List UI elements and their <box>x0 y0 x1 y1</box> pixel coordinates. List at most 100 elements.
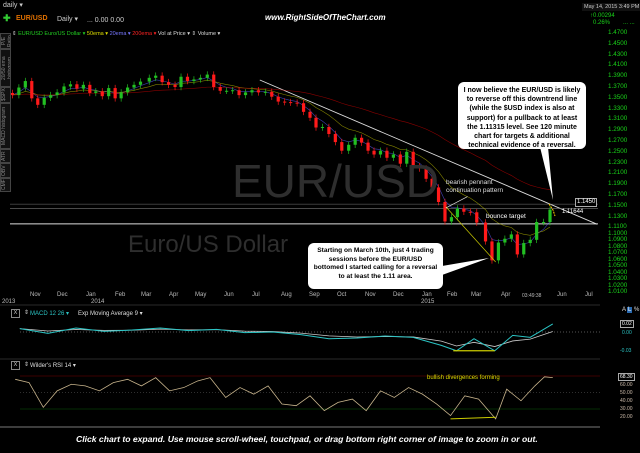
macd-overlay-title[interactable]: Exp Moving Average 9 ▾ <box>78 311 143 317</box>
rsi-axis-label: 20.00 <box>620 414 633 420</box>
rsi-line <box>15 376 553 420</box>
timeframe-dropdown[interactable]: daily ▾ <box>3 2 23 9</box>
side-tab-obv[interactable]: OBV <box>0 163 11 178</box>
level-tag: 1.11644 <box>562 209 584 215</box>
price-axis-label: 1.3900 <box>608 72 628 80</box>
price-axis-label: 1.3300 <box>608 104 628 112</box>
candle-body <box>327 126 331 134</box>
drag-handle-icon[interactable]: ⇕ <box>24 310 30 316</box>
month-label: Dec <box>393 292 404 298</box>
candle-body <box>231 90 235 92</box>
legend-ema20[interactable]: 20ema ▾ <box>109 31 131 37</box>
change-value: ↑0.00294 <box>590 13 615 19</box>
price-axis-label: 1.1300 <box>608 212 628 220</box>
candle-body <box>443 202 447 222</box>
candle-body <box>424 168 428 179</box>
scale-percent-button[interactable]: % <box>634 307 640 313</box>
price-axis-label: 1.1000 <box>608 229 628 237</box>
rsi-axis-label: 30.00 <box>620 406 633 412</box>
candle-body <box>308 111 312 118</box>
price-axis-label: 1.2700 <box>608 136 628 144</box>
legend-vol-at-price[interactable]: Vol at Price ▾ <box>157 31 191 37</box>
price-axis-label: 1.1500 <box>608 201 628 209</box>
candle-body <box>449 217 454 222</box>
candle-body <box>81 84 85 89</box>
candle-body <box>436 187 441 203</box>
side-tab-spx[interactable]: $SPX <box>0 87 11 103</box>
rsi-title[interactable]: Wilder's RSI 14 ▾ <box>30 363 76 369</box>
month-label: May <box>195 292 207 298</box>
price-axis-label: 1.0500 <box>608 262 628 270</box>
candle-body <box>154 75 158 78</box>
candle-body <box>94 91 98 93</box>
ohlc-values: ... 0.00 0.00 <box>87 17 124 24</box>
side-tab-macd-histogram[interactable]: MACD histogram <box>0 103 11 149</box>
side-tab-pe-ratio[interactable]: P/E Ratio <box>0 33 11 49</box>
month-label: Jun <box>224 292 234 298</box>
side-tab-atr[interactable]: ATR <box>0 149 11 163</box>
legend-ema50[interactable]: 50ema ▾ <box>86 31 109 37</box>
price-axis-label: 1.1700 <box>608 190 628 198</box>
candle-body <box>270 91 274 97</box>
side-tab-cmf[interactable]: CMF <box>0 178 11 192</box>
month-label: Apr <box>501 292 511 298</box>
period-dropdown[interactable]: Daily ▾ <box>57 16 79 23</box>
add-icon[interactable]: ✚ <box>3 13 11 23</box>
drag-handle-icon[interactable]: ⇕ <box>12 31 17 37</box>
month-label: Dec <box>57 292 68 298</box>
macd-value-tag: 0.02 <box>620 320 634 328</box>
legend-volume[interactable]: Volume ▾ <box>197 31 221 37</box>
drag-handle-icon[interactable]: ⇕ <box>191 31 197 37</box>
watermark-name: Euro/US Dollar <box>128 231 289 258</box>
candle-body <box>49 95 53 98</box>
candle-body <box>301 103 306 112</box>
trendline-downtrend <box>259 79 598 225</box>
macd-close-button[interactable]: X <box>11 309 20 318</box>
price-axis-label: 1.4500 <box>608 39 628 47</box>
candle-body <box>107 88 111 97</box>
candle-body <box>333 133 337 143</box>
month-label: Jul <box>585 292 593 298</box>
month-label: Jun <box>557 292 567 298</box>
price-axis-label: 1.2100 <box>608 169 628 177</box>
candle-body <box>515 234 519 255</box>
rsi-close-button[interactable]: X <box>11 361 20 370</box>
candle-body <box>225 90 229 92</box>
macd-signal-line <box>19 328 553 347</box>
scale-auto-button[interactable]: A <box>622 307 627 313</box>
legend-symbol[interactable]: EUR/USD Euro/US Dollar ▾ <box>18 31 86 37</box>
candle-body <box>503 238 507 243</box>
candle-body <box>218 87 222 91</box>
candle-body <box>509 234 513 239</box>
candle-body <box>535 222 539 240</box>
price-axis-label: 1.4700 <box>608 28 628 36</box>
callout-reversal: I now believe the EUR/USD is likely to r… <box>458 82 586 149</box>
candle-body <box>17 87 21 96</box>
datetime-box: May 14, 2015 3:49 PM <box>582 3 640 11</box>
price-axis-label: 1.1900 <box>608 180 628 188</box>
candle-body <box>372 150 376 155</box>
drag-handle-icon[interactable]: ⇕ <box>24 362 30 368</box>
macd-title[interactable]: MACD 12 26 ▾ <box>30 311 70 317</box>
candle-body <box>340 142 344 151</box>
candle-body <box>263 91 267 93</box>
rsi-value-tag: 68.30 <box>618 373 635 381</box>
month-label: Oct <box>337 292 347 298</box>
candle-body <box>314 117 318 128</box>
side-tab-ema-histogram[interactable]: 20/50 ema histogram <box>0 49 11 87</box>
candle-body <box>36 98 40 105</box>
legend-ema200[interactable]: 200ema ▾ <box>132 31 157 37</box>
watermark-url: www.RightSideOfTheChart.com <box>265 13 386 22</box>
year-label: 2015 <box>421 299 435 305</box>
symbol-label[interactable]: EUR/USD <box>16 15 48 22</box>
month-label: Jan <box>422 292 432 298</box>
candle-body <box>55 92 59 96</box>
candle-body <box>398 154 402 164</box>
caption: Click chart to expand. Use mouse scroll-… <box>76 434 538 444</box>
scale-log-button[interactable]: L <box>627 307 633 313</box>
candle-body <box>256 90 261 93</box>
candle-body <box>528 239 532 244</box>
candle-body <box>100 91 104 97</box>
candle-body <box>192 79 196 82</box>
